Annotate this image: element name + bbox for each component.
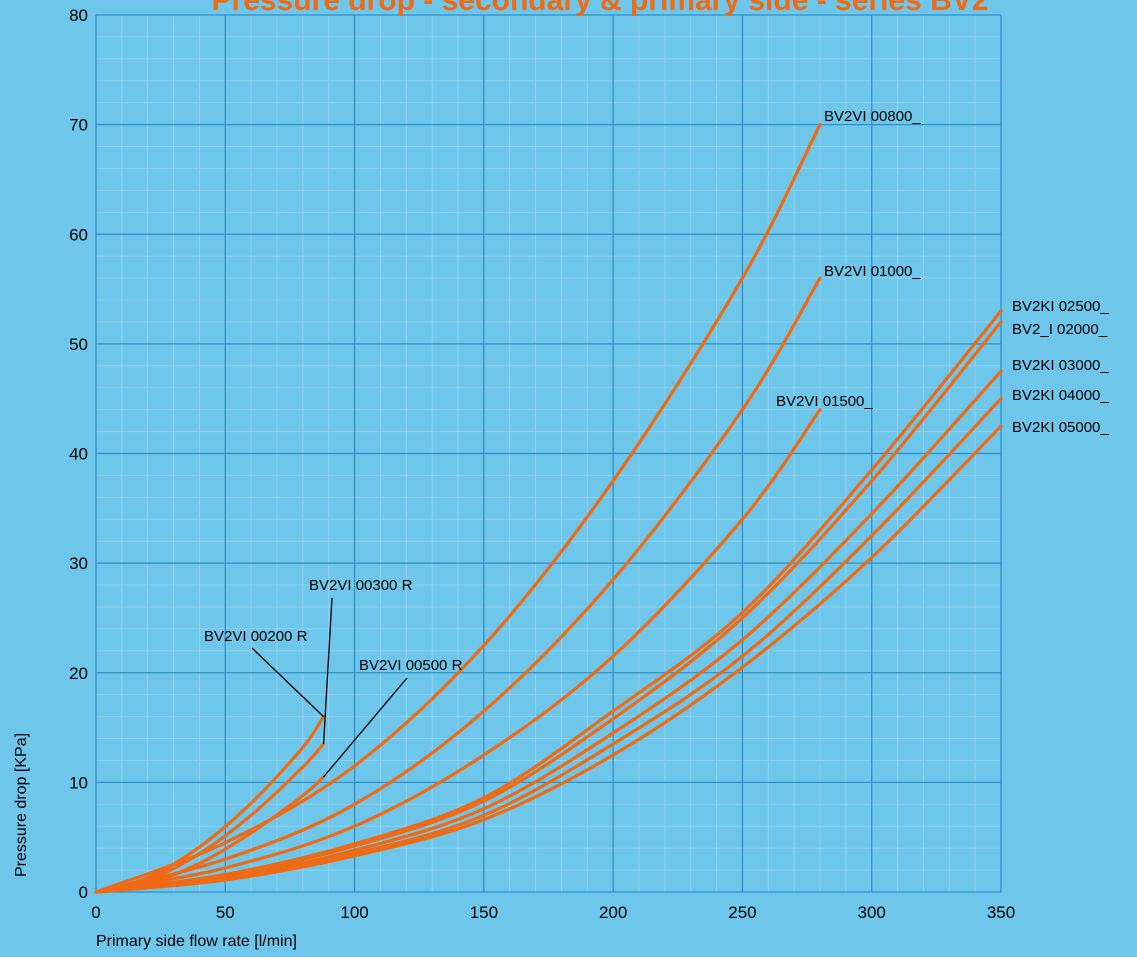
- y-tick-label: 40: [69, 445, 88, 464]
- x-tick-label: 250: [728, 903, 756, 922]
- y-axis-ticks: 0 10 20 30 40 50 60 70 80: [69, 6, 88, 902]
- series-line-4: [94, 276, 822, 894]
- x-tick-label: 300: [858, 903, 886, 922]
- leader-line-0: [251, 647, 324, 718]
- series-line-7: [94, 320, 1003, 894]
- series-line-3: [94, 123, 822, 894]
- x-tick-label: 100: [340, 903, 368, 922]
- series-line-9: [94, 397, 1003, 894]
- y-tick-label: 20: [69, 664, 88, 683]
- y-tick-label: 80: [69, 6, 88, 25]
- x-tick-label: 0: [91, 903, 100, 922]
- series-label-6: BV2KI 02500_: [1012, 298, 1109, 315]
- leader-lines: [251, 597, 408, 778]
- series-lines: [94, 123, 1003, 894]
- x-tick-label: 350: [987, 903, 1015, 922]
- series-label-3: BV2VI 00800_: [824, 108, 921, 125]
- y-axis-label: Pressure drop [KPa]: [13, 733, 30, 877]
- series-line-10: [94, 424, 1003, 894]
- series-label-7: BV2_I 02000_: [1012, 321, 1108, 338]
- series-line-0: [94, 715, 326, 894]
- series-label-9: BV2KI 04000_: [1012, 387, 1109, 404]
- series-label-1: BV2VI 00300 R: [309, 577, 413, 594]
- x-tick-label: 150: [470, 903, 498, 922]
- major-grid: [95, 14, 1002, 893]
- y-tick-label: 60: [69, 225, 88, 244]
- series-label-4: BV2VI 01000_: [824, 263, 921, 280]
- series-label-8: BV2KI 03000_: [1012, 357, 1109, 374]
- series-label-2: BV2VI 00500 R: [359, 657, 463, 674]
- y-tick-label: 70: [69, 116, 88, 135]
- series-label-10: BV2KI 05000_: [1012, 419, 1109, 436]
- series-labels: BV2VI 00200 R BV2VI 00300 R BV2VI 00500 R B…: [204, 108, 1109, 674]
- y-tick-label: 0: [79, 883, 88, 902]
- series-label-5: BV2VI 01500_: [776, 393, 873, 410]
- y-tick-label: 10: [69, 773, 88, 792]
- x-axis-label: Primary side flow rate [l/min]: [96, 933, 297, 950]
- chart-title: Pressure drop - secondary & primary side…: [212, 0, 989, 17]
- series-label-0: BV2VI 00200 R: [204, 628, 308, 645]
- series-line-5: [94, 408, 822, 894]
- x-tick-label: 50: [216, 903, 235, 922]
- y-tick-label: 50: [69, 335, 88, 354]
- leader-line-1: [322, 597, 333, 745]
- x-axis-ticks: 0 50 100 150 200 250 300 350: [91, 903, 1015, 922]
- y-tick-label: 30: [69, 554, 88, 573]
- x-tick-label: 200: [599, 903, 627, 922]
- leader-line-2: [323, 677, 408, 778]
